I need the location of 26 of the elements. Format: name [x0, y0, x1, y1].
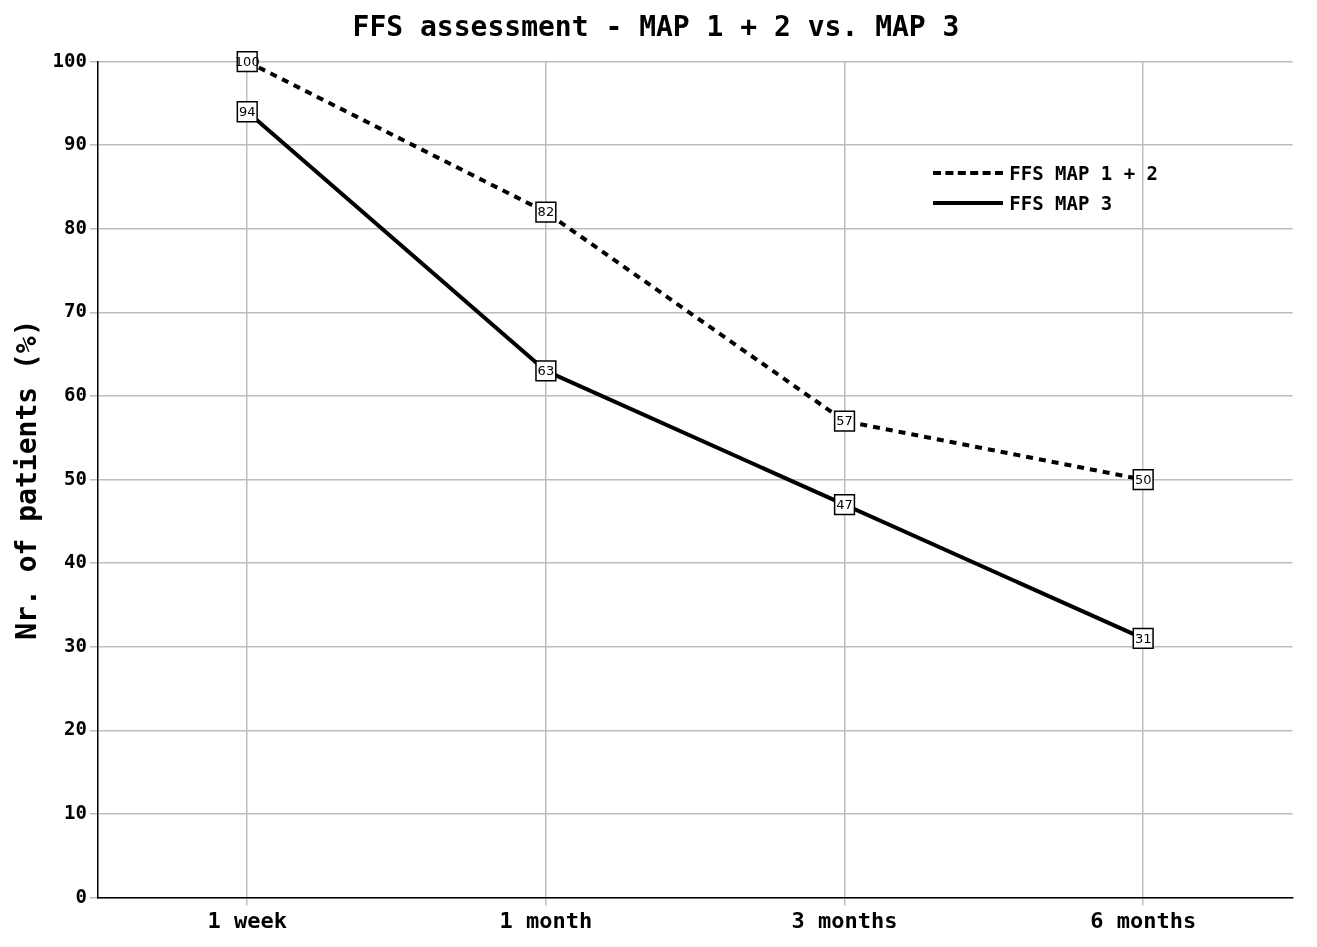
x-tick-label: 1 week [207, 907, 287, 933]
x-tick-label: 6 months [1090, 907, 1197, 933]
data-label: 57 [836, 413, 853, 429]
y-tick-label: 0 [75, 884, 87, 907]
legend-label: FFS MAP 1 + 2 [1009, 162, 1158, 184]
y-tick-label: 40 [64, 550, 87, 573]
data-label: 31 [1134, 630, 1152, 646]
data-label: 94 [238, 104, 256, 120]
data-label: 47 [836, 497, 853, 513]
y-axis-title: Nr. of patients (%) [10, 319, 44, 640]
legend-label: FFS MAP 3 [1009, 192, 1113, 214]
y-tick-label: 100 [52, 48, 87, 71]
y-tick-label: 60 [64, 382, 87, 405]
y-tick-label: 50 [64, 466, 87, 489]
y-tick-label: 30 [64, 633, 87, 656]
data-label: 63 [537, 363, 555, 379]
data-label: 82 [537, 204, 555, 220]
data-label: 50 [1134, 471, 1152, 487]
y-tick-label: 10 [64, 800, 87, 823]
y-tick-label: 20 [64, 717, 87, 740]
y-tick-label: 90 [64, 132, 87, 155]
x-tick-label: 1 month [499, 907, 593, 933]
y-tick-label: 70 [64, 299, 87, 322]
x-tick-label: 3 months [791, 907, 898, 933]
y-tick-label: 80 [64, 215, 87, 238]
chart-title: FFS assessment - MAP 1 + 2 vs. MAP 3 [352, 10, 960, 44]
